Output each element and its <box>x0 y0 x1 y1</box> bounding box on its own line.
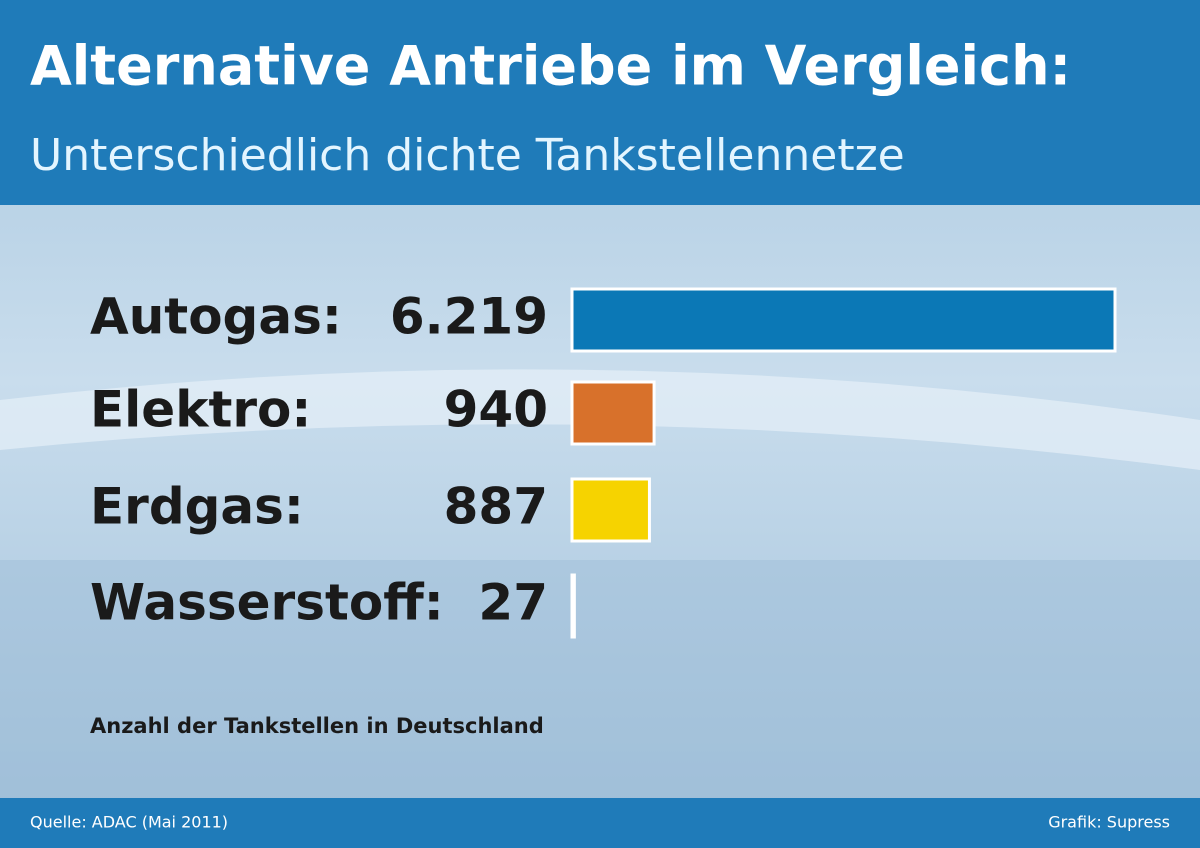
bar <box>570 287 1117 353</box>
header-band <box>0 0 1200 205</box>
category-label: Wasserstoff: <box>90 574 444 632</box>
chart-note: Anzahl der Tankstellen in Deutschland <box>90 714 544 738</box>
footer-band <box>0 798 1200 848</box>
credit: Grafik: Supress <box>1048 813 1170 832</box>
station-decor <box>0 560 1200 800</box>
category-label: Erdgas: <box>90 478 304 536</box>
value-label: 27 <box>478 574 548 632</box>
bar <box>570 477 651 543</box>
bar <box>570 380 656 446</box>
chart-subtitle: Unterschiedlich dichte Tankstellennetze <box>30 130 905 181</box>
bar <box>570 573 576 639</box>
value-label: 6.219 <box>390 288 548 346</box>
chart-title: Alternative Antriebe im Vergleich: <box>30 35 1071 98</box>
source: Quelle: ADAC (Mai 2011) <box>30 813 228 832</box>
category-label: Elektro: <box>90 381 311 439</box>
value-label: 940 <box>444 381 548 439</box>
category-label: Autogas: <box>90 288 342 346</box>
value-label: 887 <box>444 478 548 536</box>
